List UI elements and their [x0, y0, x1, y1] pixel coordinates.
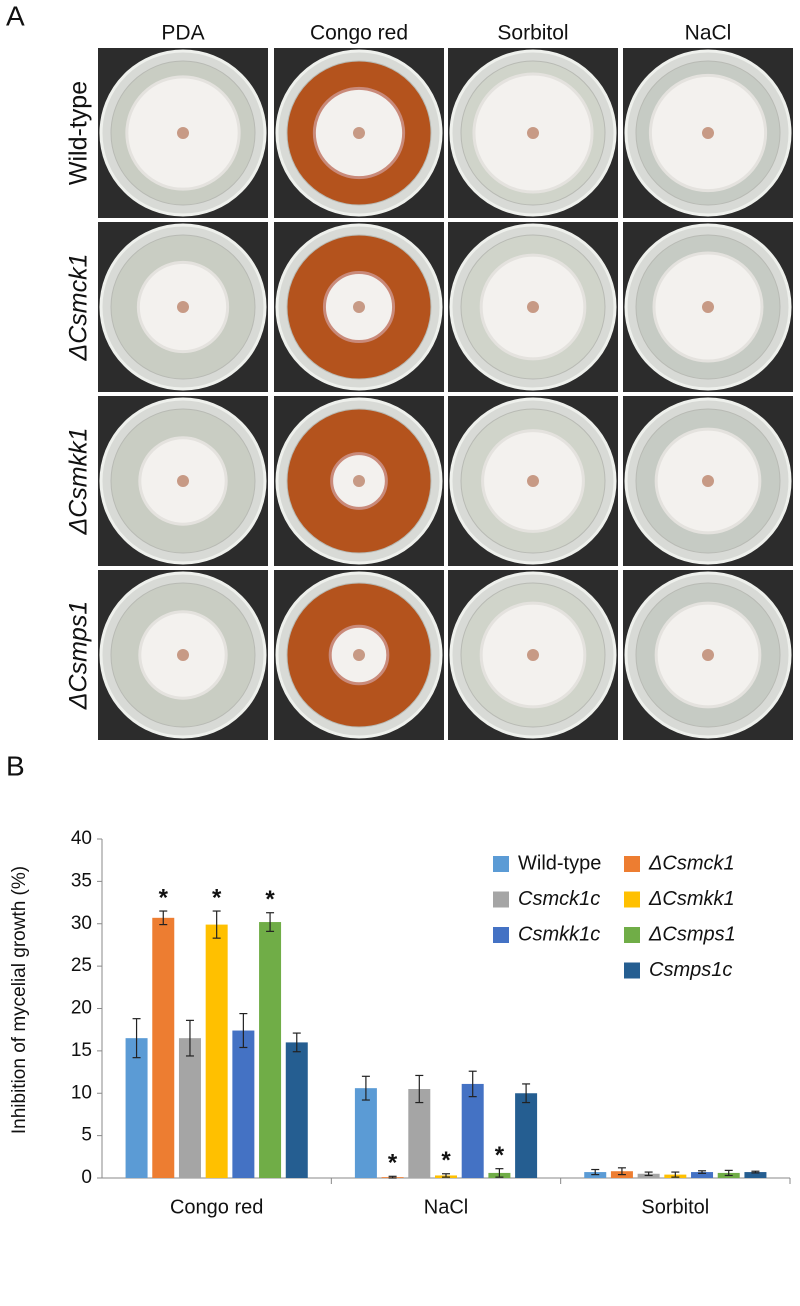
y-tick-label: 0 [81, 1167, 92, 1188]
legend-swatch [493, 856, 509, 872]
inoculum [177, 475, 189, 487]
y-tick-label: 5 [81, 1125, 92, 1146]
error-bar [751, 1170, 760, 1174]
y-tick-label: 30 [71, 913, 92, 934]
error-bar [522, 1083, 531, 1104]
error-bar [468, 1070, 477, 1098]
x-tick-label: Sorbitol [641, 1196, 709, 1218]
error-bar [724, 1169, 733, 1177]
row-label: ΔCsmck1 [65, 253, 93, 361]
error-bar [388, 1175, 397, 1179]
inoculum [177, 127, 189, 139]
legend-swatch [624, 891, 640, 908]
row-label: ΔCsmkk1 [65, 427, 93, 535]
error-bar [266, 912, 275, 932]
y-tick-label: 15 [71, 1040, 92, 1061]
error-bar [239, 1012, 248, 1049]
bar [461, 1083, 484, 1178]
error-bar [415, 1074, 424, 1104]
y-axis-label: Inhibition of mycelial growth (%) [9, 866, 30, 1134]
legend-label: Wild-type [518, 852, 601, 874]
inoculum [527, 301, 539, 313]
significance-marker: * [388, 1150, 398, 1177]
inoculum [177, 301, 189, 313]
significance-marker: * [212, 884, 222, 911]
column-header: Congo red [310, 22, 408, 45]
legend-swatch [493, 891, 509, 908]
bar [232, 1030, 255, 1178]
error-bar [617, 1167, 626, 1176]
bar [259, 922, 282, 1178]
inoculum [702, 649, 714, 661]
panel-label: A [6, 0, 25, 31]
inoculum [702, 301, 714, 313]
bar [691, 1172, 714, 1178]
x-tick-label: NaCl [424, 1196, 468, 1218]
y-tick-label: 10 [71, 1082, 92, 1103]
inoculum [353, 301, 365, 313]
inoculum [353, 127, 365, 139]
column-header: Sorbitol [497, 22, 568, 45]
y-tick-label: 20 [71, 998, 92, 1019]
inoculum [527, 649, 539, 661]
column-header: PDA [161, 22, 204, 45]
significance-marker: * [495, 1142, 505, 1169]
inoculum [353, 475, 365, 487]
legend-label: Csmck1c [518, 888, 600, 910]
row-label: Wild-type [65, 81, 93, 185]
x-tick-label: Congo red [170, 1196, 263, 1218]
inoculum [702, 127, 714, 139]
bar [152, 917, 175, 1178]
legend-label: ΔCsmck1 [648, 852, 735, 874]
error-bar [644, 1171, 653, 1177]
legend-label: ΔCsmps1 [648, 923, 736, 945]
bar [205, 924, 228, 1178]
bar [354, 1088, 377, 1178]
error-bar [495, 1168, 504, 1178]
bar [515, 1093, 538, 1178]
error-bar [442, 1173, 450, 1178]
error-bar [698, 1170, 707, 1174]
error-bar [671, 1171, 680, 1178]
legend-swatch [624, 927, 640, 943]
y-tick-label: 25 [71, 955, 92, 976]
legend-label: ΔCsmkk1 [648, 888, 735, 910]
error-bar [361, 1075, 370, 1101]
panel-label: B [6, 750, 25, 781]
inoculum [527, 127, 539, 139]
row-label: ΔCsmps1 [65, 601, 93, 710]
error-bar [185, 1019, 194, 1057]
error-bar [292, 1032, 301, 1053]
inoculum [353, 649, 365, 661]
column-header: NaCl [685, 22, 732, 45]
bar [744, 1172, 767, 1178]
bar [285, 1042, 308, 1178]
error-bar [132, 1018, 141, 1059]
bar [408, 1089, 431, 1178]
bar [125, 1038, 148, 1178]
legend-label: Csmkk1c [518, 923, 600, 945]
error-bar [212, 910, 221, 939]
inoculum [177, 649, 189, 661]
legend-swatch [624, 856, 640, 872]
legend-label: Csmps1c [649, 959, 732, 981]
inoculum [702, 475, 714, 487]
inoculum [527, 475, 539, 487]
legend-swatch [624, 962, 640, 979]
significance-marker: * [265, 886, 275, 913]
significance-marker: * [441, 1147, 451, 1174]
legend-swatch [493, 927, 509, 943]
significance-marker: * [159, 884, 169, 911]
bar [178, 1038, 201, 1178]
y-tick-label: 40 [71, 828, 92, 849]
error-bar [159, 910, 168, 926]
y-tick-label: 35 [71, 870, 92, 891]
error-bar [591, 1168, 600, 1176]
